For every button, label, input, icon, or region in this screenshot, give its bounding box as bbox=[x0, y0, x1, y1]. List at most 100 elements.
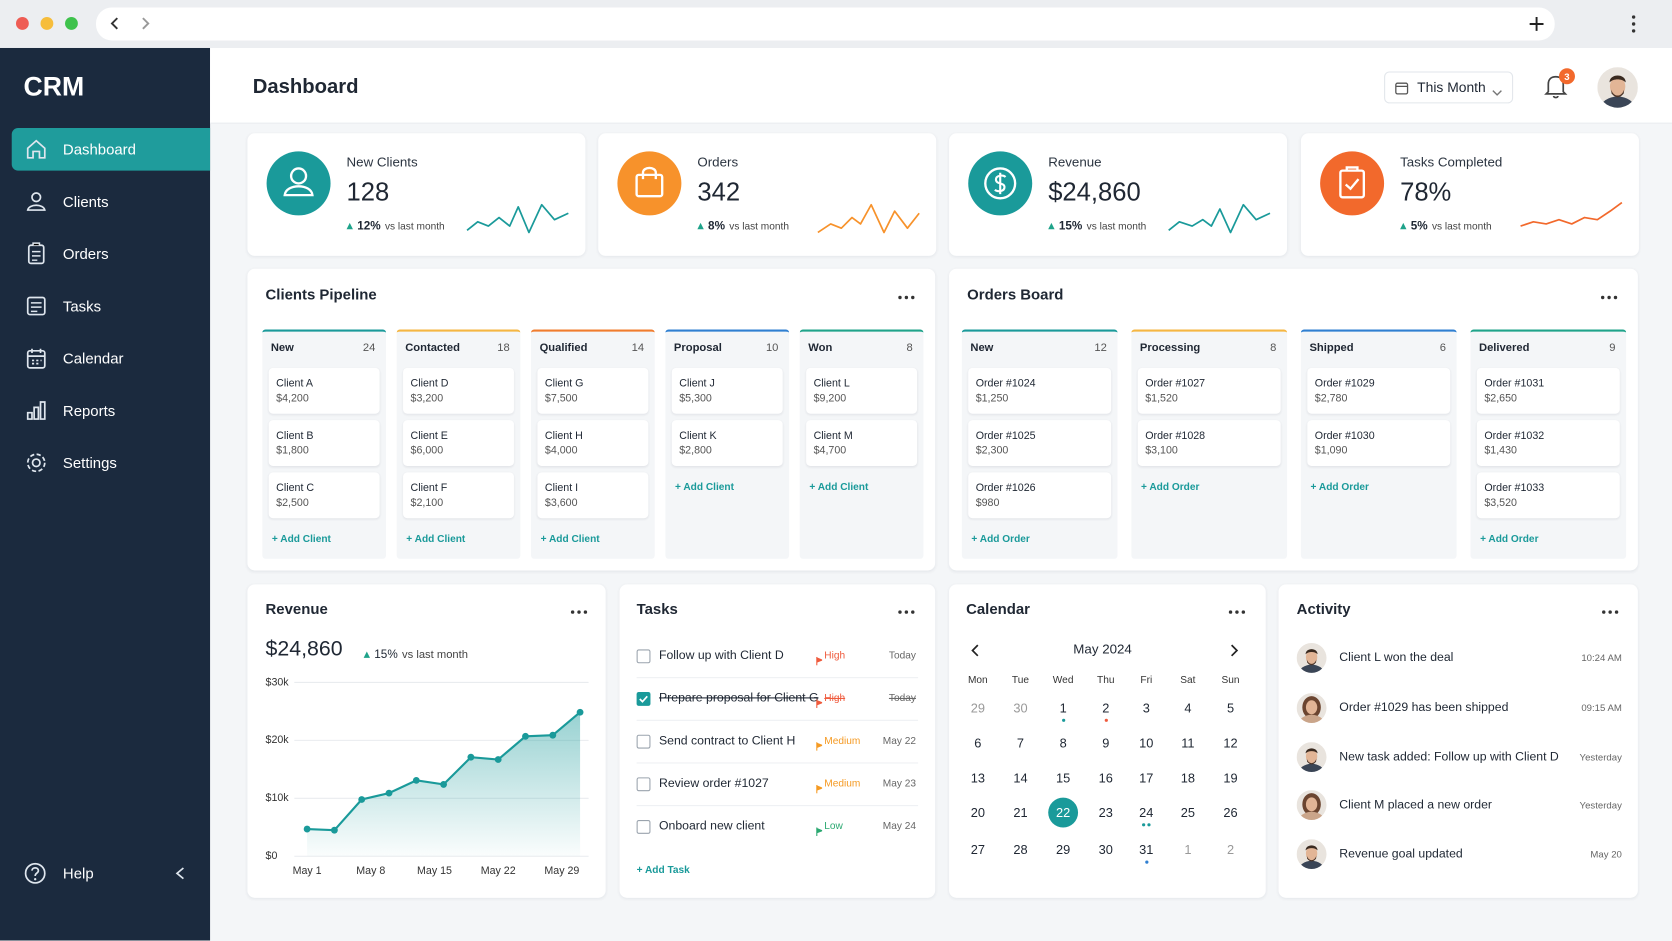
day[interactable]: 6 bbox=[974, 735, 982, 751]
day[interactable]: 9 bbox=[1102, 735, 1110, 751]
divider bbox=[636, 805, 919, 807]
day[interactable]: 30 bbox=[1013, 700, 1028, 716]
activity-text: Order #1029 has been shipped bbox=[1339, 701, 1509, 715]
day[interactable]: 2 bbox=[1226, 842, 1235, 858]
period-label[interactable]: This Month bbox=[1417, 79, 1486, 96]
bell-button[interactable] bbox=[1543, 73, 1569, 101]
next-month[interactable] bbox=[1228, 643, 1239, 657]
day[interactable]: 20 bbox=[970, 805, 985, 821]
day[interactable]: 19 bbox=[1223, 770, 1238, 786]
day[interactable]: 23 bbox=[1098, 805, 1113, 821]
day[interactable]: 24 bbox=[1139, 805, 1154, 821]
day[interactable]: 11 bbox=[1181, 735, 1195, 751]
stat-label: Orders bbox=[697, 154, 739, 170]
card-amount: $3,520 bbox=[1484, 497, 1517, 510]
board-card bbox=[1137, 367, 1281, 414]
card-amount: $9,200 bbox=[813, 392, 847, 405]
column-name: Won bbox=[808, 341, 833, 355]
board-card bbox=[1476, 420, 1620, 466]
add-button[interactable]: + Add Order bbox=[1480, 533, 1539, 546]
day[interactable]: 5 bbox=[1226, 700, 1235, 716]
nav-item[interactable]: Dashboard bbox=[62, 140, 136, 158]
more-button[interactable] bbox=[897, 289, 916, 300]
nav-item[interactable]: Calendar bbox=[62, 349, 124, 367]
day[interactable]: 22 bbox=[1056, 805, 1071, 821]
day[interactable]: 10 bbox=[1139, 735, 1154, 751]
day[interactable]: 8 bbox=[1059, 735, 1067, 751]
day[interactable]: 28 bbox=[1013, 842, 1028, 858]
day[interactable]: 12 bbox=[1223, 735, 1238, 751]
column-name: New bbox=[270, 341, 294, 355]
divider bbox=[636, 762, 919, 764]
nav-item[interactable]: Reports bbox=[62, 402, 116, 420]
day[interactable]: 21 bbox=[1013, 805, 1028, 821]
revenue-change: 15% vs last month bbox=[363, 648, 468, 661]
day[interactable]: 1 bbox=[1059, 700, 1067, 716]
change-note: vs last month bbox=[384, 220, 445, 232]
prev-month[interactable] bbox=[970, 643, 981, 657]
day[interactable]: 25 bbox=[1180, 805, 1196, 821]
stat-icon-bg bbox=[1320, 151, 1385, 216]
check bbox=[637, 692, 651, 706]
day[interactable]: 2 bbox=[1102, 700, 1110, 716]
priority-flag bbox=[816, 737, 824, 751]
nav-item[interactable]: Orders bbox=[62, 245, 109, 263]
day[interactable]: 29 bbox=[970, 700, 985, 716]
task-text: Onboard new client bbox=[658, 820, 765, 833]
help-link[interactable]: Help bbox=[62, 864, 94, 882]
add-button[interactable]: + Add Client bbox=[540, 533, 600, 546]
card-amount: $4,700 bbox=[813, 445, 847, 457]
add-button[interactable]: + Add Order bbox=[1310, 481, 1369, 494]
card-amount: $1,250 bbox=[975, 392, 1009, 405]
more-button[interactable] bbox=[1601, 604, 1620, 615]
board-card bbox=[403, 367, 514, 414]
add-button[interactable]: + Add Order bbox=[1140, 481, 1200, 494]
day[interactable]: 4 bbox=[1184, 700, 1192, 716]
day[interactable]: 1 bbox=[1184, 842, 1192, 858]
more-button[interactable] bbox=[897, 604, 916, 615]
day[interactable]: 7 bbox=[1016, 735, 1025, 751]
card-amount: $2,780 bbox=[1314, 392, 1348, 405]
day[interactable]: 31 bbox=[1139, 842, 1154, 858]
board-title: Clients Pipeline bbox=[265, 285, 377, 303]
day[interactable]: 26 bbox=[1223, 805, 1238, 821]
more-button[interactable] bbox=[1599, 289, 1618, 300]
card-amount: $4,200 bbox=[276, 392, 309, 405]
card-amount: $3,600 bbox=[544, 497, 578, 510]
nav-item[interactable]: Settings bbox=[62, 454, 117, 472]
day[interactable]: 16 bbox=[1098, 770, 1113, 786]
collapse-button[interactable] bbox=[174, 866, 187, 881]
column-name: Contacted bbox=[405, 341, 460, 355]
card-amount: $2,100 bbox=[410, 497, 444, 510]
stat-change: 15% vs last month bbox=[1048, 220, 1146, 232]
day[interactable]: 13 bbox=[970, 770, 985, 786]
add-button[interactable]: + Add Client bbox=[809, 481, 869, 494]
add-button[interactable]: + Add Client bbox=[674, 481, 735, 494]
more-button[interactable] bbox=[1227, 604, 1246, 615]
nav-icon bbox=[25, 399, 48, 422]
more-button[interactable] bbox=[569, 604, 588, 615]
day[interactable]: 14 bbox=[1013, 770, 1028, 786]
card-amount: $5,300 bbox=[679, 392, 712, 405]
nav-item[interactable]: Clients bbox=[62, 193, 109, 211]
card-amount: $6,000 bbox=[410, 445, 444, 457]
day[interactable]: 3 bbox=[1142, 700, 1150, 716]
day[interactable]: 15 bbox=[1056, 770, 1071, 786]
checkbox bbox=[636, 776, 651, 791]
day[interactable]: 27 bbox=[970, 842, 985, 858]
add-button[interactable]: + Add Order bbox=[971, 533, 1030, 546]
add-task[interactable]: + Add Task bbox=[636, 864, 690, 876]
day[interactable]: 29 bbox=[1056, 842, 1071, 858]
priority-flag bbox=[816, 694, 824, 709]
board-card bbox=[968, 472, 1112, 519]
board-card bbox=[968, 367, 1112, 414]
add-button[interactable]: + Add Client bbox=[271, 533, 331, 546]
add-button[interactable]: + Add Client bbox=[406, 533, 466, 546]
nav-item[interactable]: Tasks bbox=[62, 297, 102, 315]
day[interactable]: 17 bbox=[1139, 770, 1154, 786]
stat-label: Tasks Completed bbox=[1400, 154, 1503, 170]
event-dot bbox=[1104, 718, 1108, 722]
activity-panel bbox=[1278, 584, 1638, 898]
day[interactable]: 30 bbox=[1098, 842, 1113, 858]
day[interactable]: 18 bbox=[1180, 770, 1196, 786]
